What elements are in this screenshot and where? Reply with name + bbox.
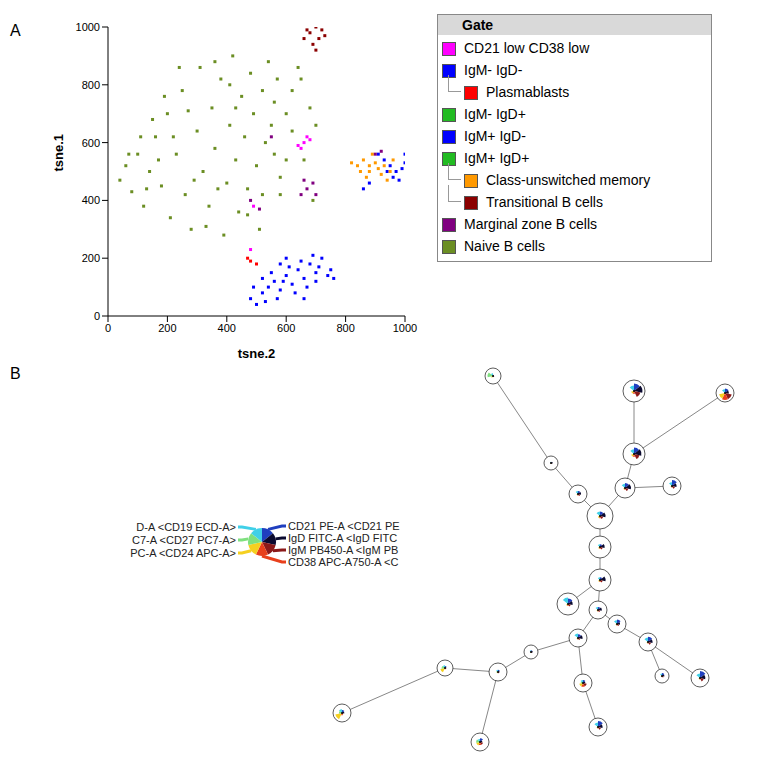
svg-text:CD38 APC-A750-A <C: CD38 APC-A750-A <C xyxy=(288,556,398,568)
html-text:Plasmablasts: Plasmablasts xyxy=(486,84,570,100)
svg-text:D-A <CD19 ECD-A>: D-A <CD19 ECD-A> xyxy=(136,521,236,533)
svg-text:200: 200 xyxy=(158,322,176,334)
svg-text:400: 400 xyxy=(218,322,236,334)
svg-text:PC-A <CD24 APC-A>: PC-A <CD24 APC-A> xyxy=(130,547,236,559)
svg-text:0: 0 xyxy=(94,310,100,322)
html-text:IgM- IgD+: IgM- IgD+ xyxy=(464,106,526,122)
svg-text:600: 600 xyxy=(82,137,100,149)
html-text:CD21 low CD38 low: CD21 low CD38 low xyxy=(464,40,590,56)
html-text:IgM- IgD-: IgM- IgD- xyxy=(464,62,523,78)
html-text:Marginal zone B cells: Marginal zone B cells xyxy=(464,216,598,232)
html-text:Naive B cells: Naive B cells xyxy=(464,238,545,254)
html-text:Class-unswitched memory: Class-unswitched memory xyxy=(486,172,651,188)
svg-text:800: 800 xyxy=(336,322,354,334)
html-text:Transitional B cells: Transitional B cells xyxy=(486,194,603,210)
svg-text:1000: 1000 xyxy=(76,21,100,33)
svg-text:800: 800 xyxy=(82,79,100,91)
svg-text:C7-A <CD27 PC7-A>: C7-A <CD27 PC7-A> xyxy=(132,534,236,546)
html-text:IgM+ IgD+: IgM+ IgD+ xyxy=(464,150,530,166)
svg-text:1000: 1000 xyxy=(393,322,417,334)
svg-text:CD21 PE-A <CD21 PE: CD21 PE-A <CD21 PE xyxy=(288,520,400,532)
svg-text:600: 600 xyxy=(277,322,295,334)
svg-text:0: 0 xyxy=(105,322,111,334)
svg-text:400: 400 xyxy=(82,194,100,206)
svg-text:IgD FITC-A <IgD FITC: IgD FITC-A <IgD FITC xyxy=(288,532,397,544)
html-text:A: A xyxy=(10,22,21,39)
svg-text:tsne.2: tsne.2 xyxy=(238,346,276,361)
svg-text:IgM PB450-A <IgM PB: IgM PB450-A <IgM PB xyxy=(288,544,398,556)
svg-text:200: 200 xyxy=(82,252,100,264)
svg-text:tsne.1: tsne.1 xyxy=(51,134,66,172)
html-text:Gate: Gate xyxy=(462,17,494,33)
html-text:B: B xyxy=(10,365,21,382)
html-text:IgM+ IgD-: IgM+ IgD- xyxy=(464,128,526,144)
